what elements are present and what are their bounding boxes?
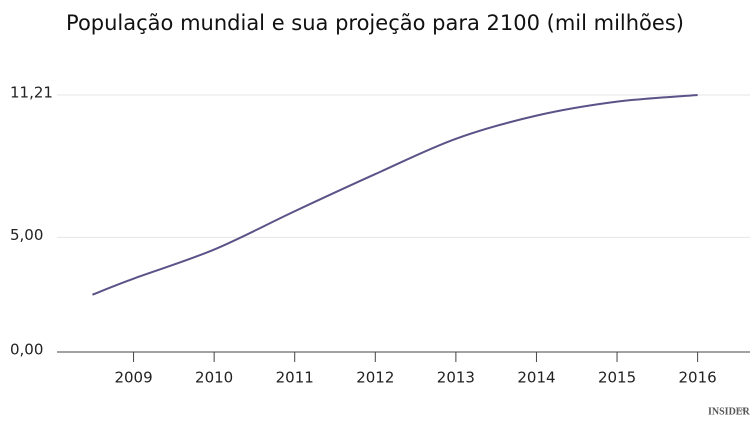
brand-sub: PRO (737, 407, 749, 413)
y-tick-label: 5,00 (10, 226, 43, 244)
y-tick-label: 11,21 (10, 84, 53, 102)
chart-title: População mundial e sua projeção para 21… (66, 11, 684, 35)
x-tick-label: 2013 (437, 369, 475, 387)
x-tick-label: 2016 (679, 369, 717, 387)
x-tick-label: 2009 (114, 369, 152, 387)
brand: INSIDER (708, 406, 750, 417)
x-tick-label: 2014 (517, 369, 555, 387)
x-tick-label: 2012 (356, 369, 394, 387)
y-tick-label: 0,00 (10, 341, 43, 359)
x-tick-label: 2011 (276, 369, 314, 387)
x-tick-label: 2015 (598, 369, 636, 387)
line (92, 94, 698, 296)
x-tick-label: 2010 (195, 369, 233, 387)
